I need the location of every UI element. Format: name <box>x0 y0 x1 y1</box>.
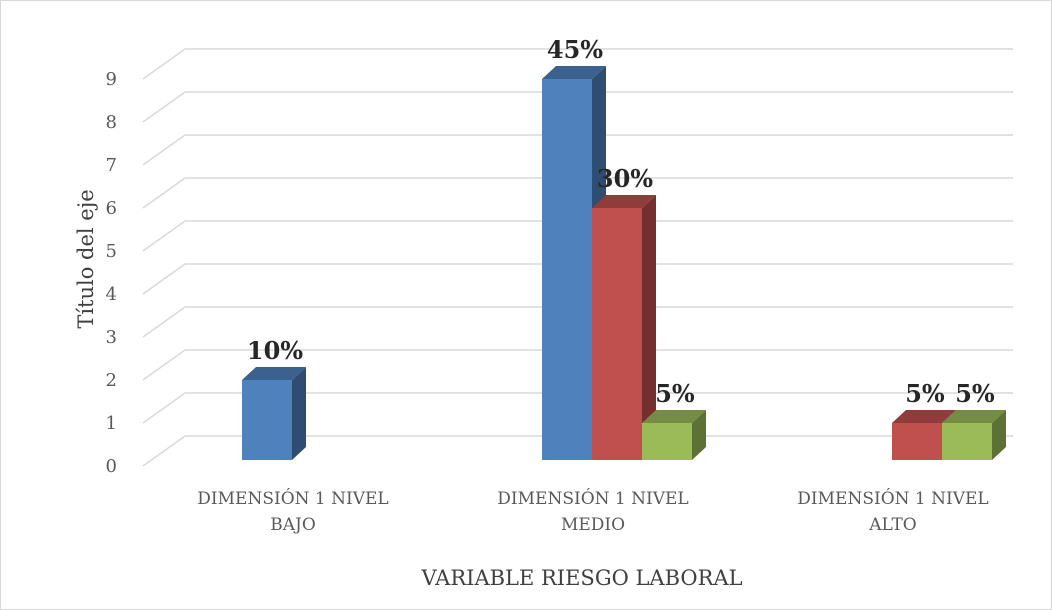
data-label: 5% <box>955 379 995 408</box>
x-category-label: DIMENSIÓN 1 NIVEL ALTO <box>797 488 988 535</box>
bar <box>542 79 592 460</box>
bar-side <box>642 195 656 460</box>
y-tick-label: 2 <box>106 370 117 391</box>
gridline <box>142 306 1013 338</box>
gridline <box>142 435 1013 467</box>
bar-top <box>592 195 656 208</box>
data-labels: 10% 45% 30% 5% 5% 5% <box>247 35 995 408</box>
y-tick-label: 8 <box>106 112 117 133</box>
x-axis-title: VARIABLE RIESGO LABORAL <box>420 566 742 590</box>
gridline <box>142 392 1013 424</box>
gridline <box>142 177 1013 209</box>
y-tick-labels: 0 1 2 3 4 5 6 7 8 9 <box>106 69 117 477</box>
bar-top <box>642 410 706 423</box>
data-label: 45% <box>547 35 603 64</box>
bar-top <box>942 410 1006 423</box>
gridline <box>142 91 1013 123</box>
data-label: 5% <box>655 379 695 408</box>
bars <box>242 66 1006 460</box>
bar <box>592 208 642 460</box>
bar-side <box>692 410 706 460</box>
y-tick-label: 9 <box>106 69 117 90</box>
gridline <box>142 220 1013 252</box>
data-label: 10% <box>247 336 303 365</box>
y-tick-label: 5 <box>106 241 117 262</box>
y-tick-label: 0 <box>106 456 117 477</box>
bar-side <box>292 367 306 460</box>
gridlines <box>142 48 1013 467</box>
y-tick-label: 1 <box>106 413 117 434</box>
bar-top <box>242 367 306 380</box>
y-tick-label: 3 <box>106 327 117 348</box>
gridline <box>142 134 1013 166</box>
bar <box>942 423 992 460</box>
x-category-labels: DIMENSIÓN 1 NIVEL BAJO DIMENSIÓN 1 NIVEL ME… <box>197 488 988 535</box>
x-category-label: DIMENSIÓN 1 NIVEL BAJO <box>197 488 388 535</box>
y-axis-title: Título del eje <box>74 189 98 328</box>
gridline <box>142 48 1013 80</box>
bar-side <box>992 410 1006 460</box>
bar <box>892 423 942 460</box>
bar-top <box>542 66 606 79</box>
y-tick-label: 4 <box>106 284 117 305</box>
data-label: 30% <box>597 164 653 193</box>
bar <box>242 380 292 460</box>
y-tick-label: 6 <box>106 198 117 219</box>
y-tick-label: 7 <box>106 155 117 176</box>
gridline <box>142 349 1013 381</box>
bar <box>642 423 692 460</box>
x-category-label: DIMENSIÓN 1 NIVEL MEDIO <box>497 488 688 535</box>
gridline <box>142 263 1013 295</box>
data-label: 5% <box>905 379 945 408</box>
bar-top <box>892 410 956 423</box>
